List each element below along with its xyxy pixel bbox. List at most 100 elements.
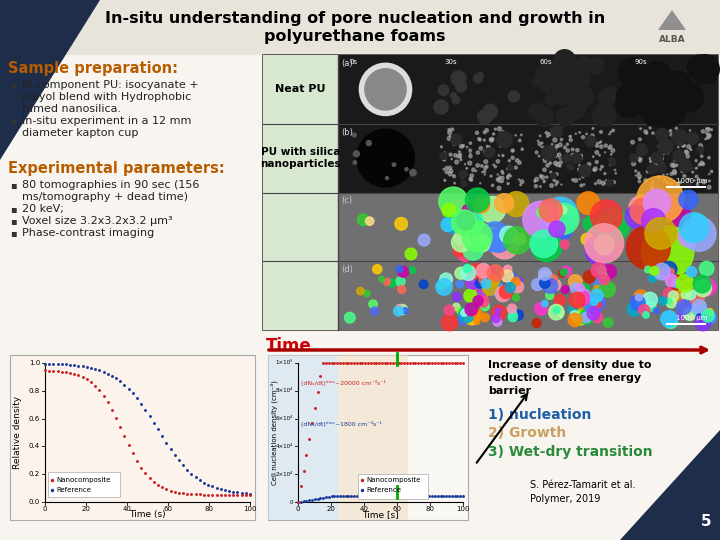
Circle shape	[476, 164, 480, 167]
Circle shape	[572, 310, 588, 325]
Circle shape	[465, 303, 477, 316]
Circle shape	[636, 294, 642, 301]
Circle shape	[654, 162, 657, 165]
Text: ▪: ▪	[10, 216, 17, 226]
Circle shape	[364, 291, 370, 297]
Circle shape	[572, 154, 574, 156]
Circle shape	[479, 139, 481, 141]
Circle shape	[444, 179, 446, 181]
Circle shape	[444, 305, 454, 315]
Circle shape	[637, 73, 654, 90]
Circle shape	[580, 184, 582, 187]
Circle shape	[502, 135, 503, 137]
Circle shape	[475, 131, 479, 134]
Circle shape	[611, 148, 615, 152]
Circle shape	[697, 147, 703, 153]
Circle shape	[629, 195, 655, 221]
Circle shape	[356, 287, 364, 295]
Circle shape	[599, 154, 600, 156]
Circle shape	[369, 300, 377, 308]
Text: 1000 μm: 1000 μm	[677, 315, 708, 321]
Circle shape	[453, 136, 454, 137]
Circle shape	[539, 174, 542, 178]
Text: 60s: 60s	[539, 59, 552, 65]
Circle shape	[461, 265, 476, 280]
Circle shape	[456, 81, 467, 92]
Text: (d): (d)	[341, 265, 353, 274]
Circle shape	[559, 158, 560, 159]
Circle shape	[445, 170, 449, 173]
Circle shape	[663, 93, 680, 111]
Circle shape	[694, 180, 695, 181]
Circle shape	[642, 62, 672, 91]
Circle shape	[654, 308, 660, 314]
Circle shape	[545, 131, 548, 134]
Text: In-situ experiment in a 12 mm: In-situ experiment in a 12 mm	[22, 116, 192, 126]
Circle shape	[657, 163, 666, 172]
Text: 0.0: 0.0	[29, 499, 40, 505]
Text: 60: 60	[392, 506, 402, 512]
Circle shape	[674, 158, 678, 161]
Circle shape	[616, 83, 643, 110]
Circle shape	[566, 149, 570, 152]
Circle shape	[631, 198, 657, 224]
Circle shape	[552, 129, 553, 130]
Circle shape	[581, 158, 582, 159]
Text: ▪: ▪	[10, 204, 17, 214]
Circle shape	[543, 197, 578, 233]
Circle shape	[460, 159, 462, 161]
Circle shape	[397, 305, 408, 315]
Circle shape	[465, 188, 490, 212]
Bar	[666, 323, 706, 325]
Circle shape	[418, 234, 430, 246]
Circle shape	[555, 173, 558, 176]
Circle shape	[508, 160, 510, 162]
Text: 0.2: 0.2	[29, 471, 40, 477]
Circle shape	[652, 181, 654, 183]
Circle shape	[576, 289, 590, 303]
Circle shape	[571, 148, 574, 151]
Circle shape	[648, 75, 665, 92]
Circle shape	[595, 142, 598, 145]
Circle shape	[534, 107, 554, 126]
Text: 80: 80	[204, 506, 214, 512]
Circle shape	[509, 309, 517, 318]
Circle shape	[679, 213, 709, 242]
Circle shape	[395, 218, 408, 230]
Polygon shape	[620, 430, 720, 540]
Circle shape	[473, 196, 490, 213]
Circle shape	[645, 218, 676, 249]
Circle shape	[550, 58, 572, 80]
Circle shape	[397, 286, 405, 293]
Circle shape	[639, 159, 642, 162]
Circle shape	[678, 146, 679, 148]
Circle shape	[672, 170, 676, 173]
Bar	[338, 192, 718, 261]
Circle shape	[582, 175, 585, 178]
Circle shape	[508, 164, 513, 171]
Circle shape	[604, 173, 606, 174]
Circle shape	[686, 267, 697, 277]
Circle shape	[479, 276, 485, 283]
Circle shape	[456, 142, 458, 144]
Circle shape	[510, 176, 511, 177]
Text: 6×10⁴: 6×10⁴	[276, 416, 293, 421]
Circle shape	[661, 261, 677, 278]
Circle shape	[366, 217, 374, 225]
Bar	[0, 55, 720, 540]
Text: reduction of free energy: reduction of free energy	[488, 373, 641, 383]
Circle shape	[485, 153, 488, 157]
Circle shape	[444, 209, 468, 234]
Circle shape	[508, 174, 510, 176]
Circle shape	[595, 183, 596, 185]
Circle shape	[440, 273, 452, 286]
Circle shape	[484, 166, 487, 170]
Circle shape	[610, 159, 616, 166]
Circle shape	[699, 261, 714, 276]
Circle shape	[559, 165, 561, 167]
Circle shape	[626, 226, 670, 269]
Circle shape	[663, 179, 665, 181]
Circle shape	[574, 179, 577, 183]
Circle shape	[476, 264, 491, 278]
Circle shape	[554, 135, 556, 138]
